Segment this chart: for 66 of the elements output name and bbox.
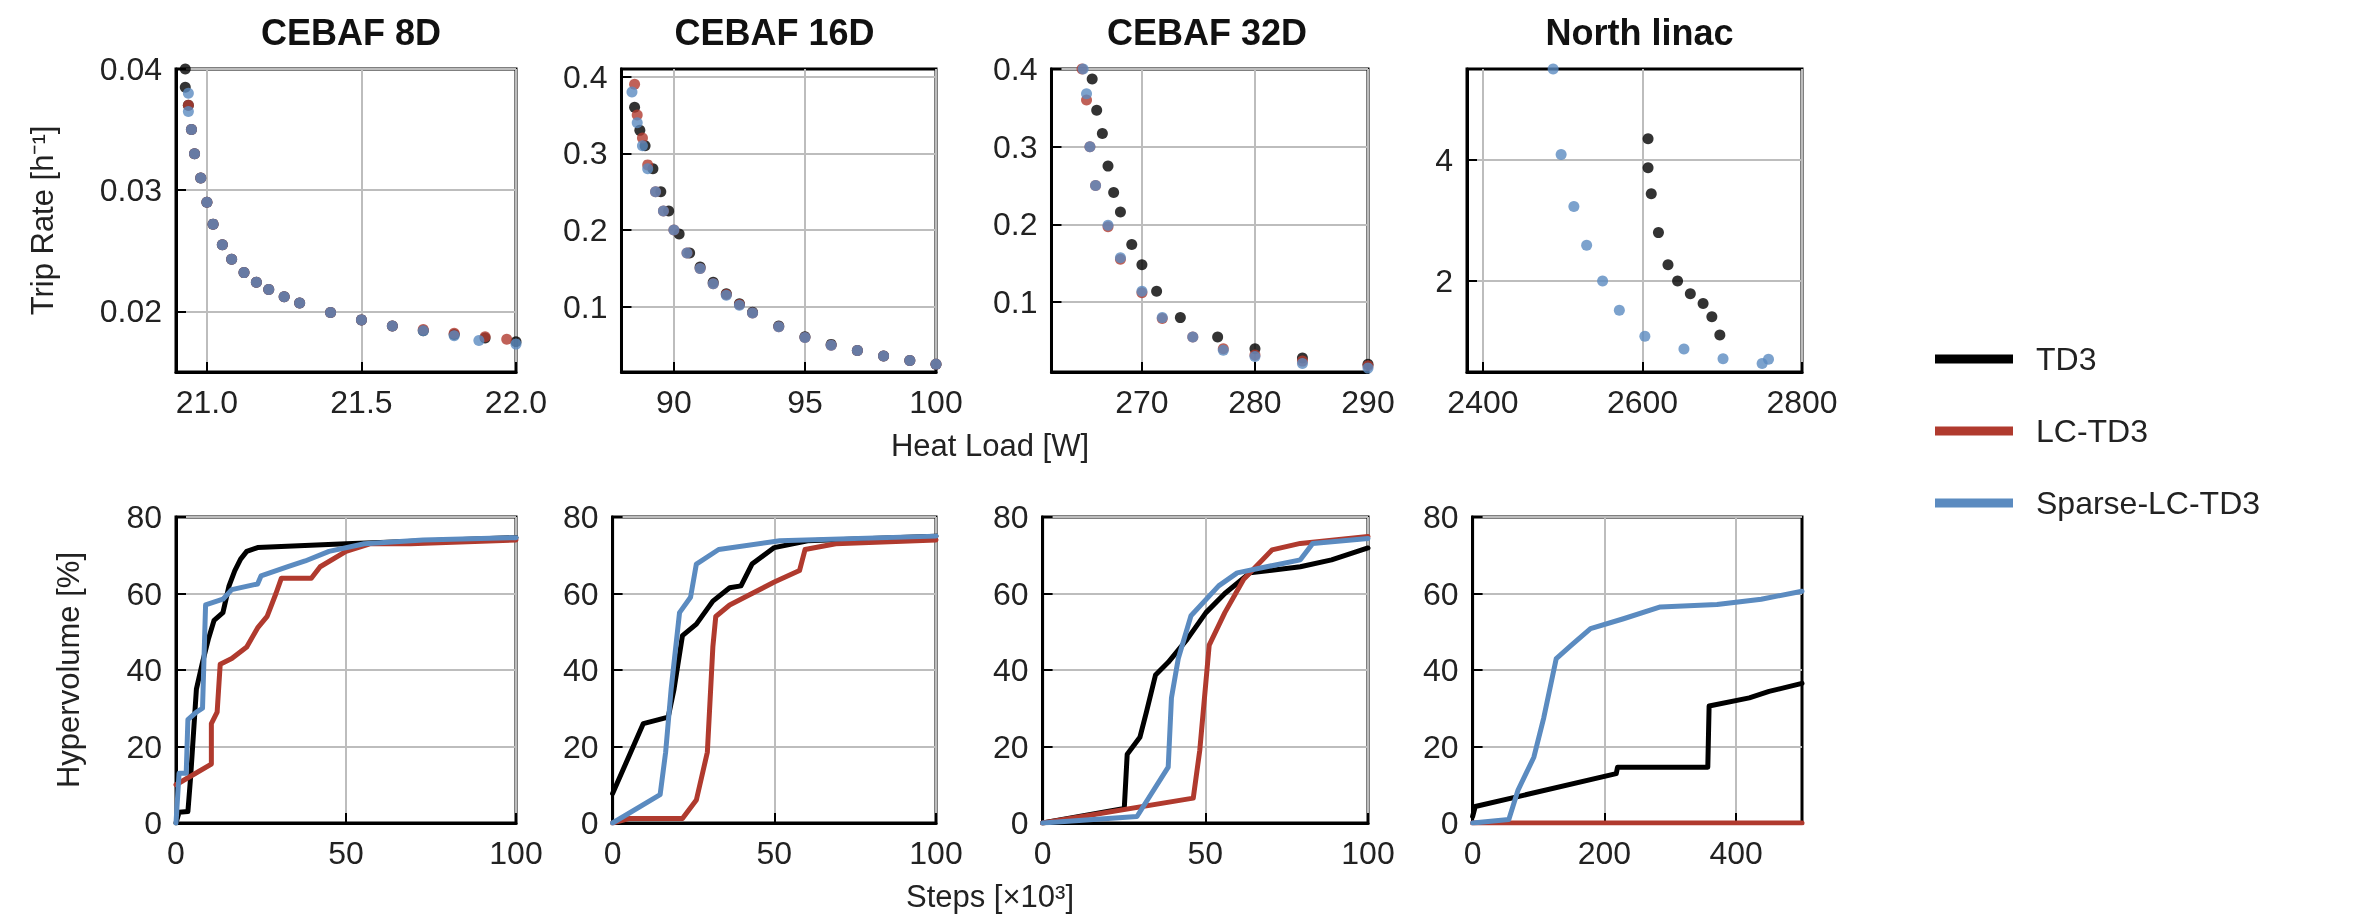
y-tick-label: 0 — [1010, 805, 1029, 841]
x-tick-label: 21.5 — [330, 384, 393, 420]
y-tick-label: 0 — [1440, 805, 1459, 841]
y-tick-label: 40 — [993, 652, 1029, 688]
legend-label: TD3 — [2036, 341, 2097, 377]
y-axis-title: Trip Rate [h⁻¹] — [25, 125, 60, 316]
y-tick-label: 0 — [580, 805, 599, 841]
x-tick-label: 0 — [1463, 835, 1482, 871]
y-tick-label: 80 — [126, 499, 162, 535]
y-tick-label: 0.4 — [993, 51, 1038, 87]
chart-title: CEBAF 8D — [260, 11, 442, 53]
legend-label: LC-TD3 — [2036, 413, 2149, 449]
chart-title: North linac — [1545, 11, 1734, 53]
x-tick-label: 90 — [656, 384, 692, 420]
x-tick-label: 400 — [1709, 835, 1763, 871]
x-tick-label: 280 — [1228, 384, 1282, 420]
y-tick-label: 80 — [993, 499, 1029, 535]
y-tick-label: 2 — [1435, 263, 1453, 300]
legend-label: Sparse-LC-TD3 — [2036, 485, 2261, 521]
y-tick-label: 40 — [126, 652, 162, 688]
y-tick-label: 0.04 — [99, 51, 162, 87]
y-tick-label: 4 — [1435, 141, 1453, 178]
y-tick-label: 60 — [1423, 575, 1459, 612]
x-tick-label: 50 — [1187, 835, 1224, 871]
x-tick-label: 100 — [1341, 835, 1395, 871]
y-tick-label: 0.1 — [563, 288, 608, 325]
y-tick-label: 0.4 — [563, 58, 608, 95]
y-tick-label: 60 — [993, 575, 1029, 612]
y-tick-label: 20 — [563, 728, 599, 765]
x-tick-label: 270 — [1115, 384, 1169, 420]
chart-title: CEBAF 16D — [674, 11, 875, 53]
x-tick-label: 100 — [909, 835, 963, 871]
y-tick-label: 0.1 — [993, 284, 1038, 321]
x-tick-label: 290 — [1341, 384, 1395, 420]
x-tick-label: 50 — [756, 835, 793, 871]
y-tick-label: 0.3 — [993, 128, 1038, 165]
y-tick-label: 0 — [144, 805, 162, 841]
x-tick-label: 21.0 — [175, 384, 239, 420]
y-axis-title: Hypervolume [%] — [51, 551, 86, 789]
y-tick-label: 40 — [563, 652, 599, 688]
x-tick-label: 0 — [167, 835, 185, 871]
x-tick-label: 95 — [787, 384, 823, 420]
x-tick-label: 100 — [909, 384, 963, 420]
y-tick-label: 60 — [563, 575, 599, 612]
x-axis-title: Heat Load [W] — [890, 428, 1090, 464]
y-tick-label: 0.02 — [99, 293, 162, 330]
y-tick-label: 0.2 — [993, 206, 1038, 243]
y-tick-label: 20 — [126, 728, 162, 765]
x-tick-label: 2600 — [1606, 384, 1679, 420]
y-tick-label: 0.2 — [563, 212, 608, 249]
chart-title: CEBAF 32D — [1106, 11, 1308, 53]
y-tick-label: 20 — [993, 728, 1029, 765]
y-tick-label: 40 — [1423, 652, 1459, 688]
x-tick-label: 50 — [328, 835, 364, 871]
y-tick-label: 0.3 — [563, 135, 608, 172]
x-tick-label: 2400 — [1447, 384, 1519, 420]
x-tick-label: 200 — [1577, 835, 1632, 871]
x-axis-title: Steps [×10³] — [905, 879, 1075, 915]
x-tick-label: 2800 — [1766, 384, 1838, 420]
y-tick-label: 80 — [563, 499, 599, 535]
y-tick-label: 20 — [1423, 728, 1459, 765]
y-tick-label: 80 — [1423, 499, 1459, 535]
x-tick-label: 22.0 — [484, 384, 548, 420]
x-tick-label: 100 — [489, 835, 543, 871]
y-tick-label: 60 — [126, 575, 162, 612]
y-tick-label: 0.03 — [99, 172, 162, 209]
